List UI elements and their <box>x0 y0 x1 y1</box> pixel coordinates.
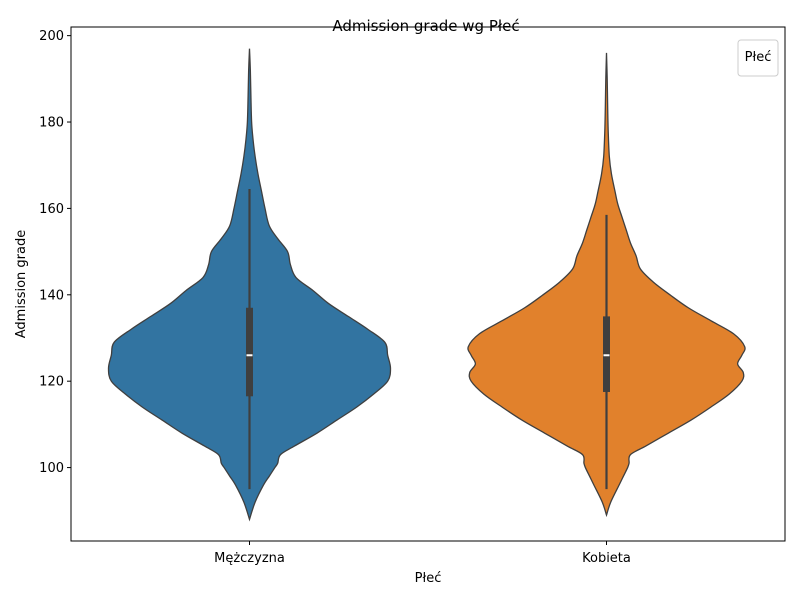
violin-iqr-box-2 <box>603 316 610 392</box>
chart-title: Admission grade wg Płeć <box>332 17 519 35</box>
y-tick-label: 140 <box>39 288 64 303</box>
legend-box <box>737 39 779 77</box>
y-tick-label: 200 <box>39 29 64 44</box>
plot-frame <box>70 26 786 542</box>
y-tick-label: 180 <box>39 116 64 131</box>
x-axis: Mężczyzna Kobieta <box>214 541 631 566</box>
legend: Płeć <box>737 39 779 77</box>
x-axis-label: Płeć <box>415 571 442 586</box>
violins-layer <box>107 48 746 522</box>
y-tick-label: 120 <box>39 375 64 390</box>
y-axis-label: Admission grade <box>14 230 29 339</box>
y-tick-label: 160 <box>39 202 64 217</box>
legend-title: Płeć <box>745 50 772 65</box>
x-tick-label: Mężczyzna <box>214 551 285 566</box>
y-axis: 100 120 140 160 180 200 <box>39 29 71 476</box>
x-tick-label: Kobieta <box>582 551 631 566</box>
violin-iqr-box-1 <box>246 307 253 397</box>
y-tick-label: 100 <box>39 461 64 476</box>
